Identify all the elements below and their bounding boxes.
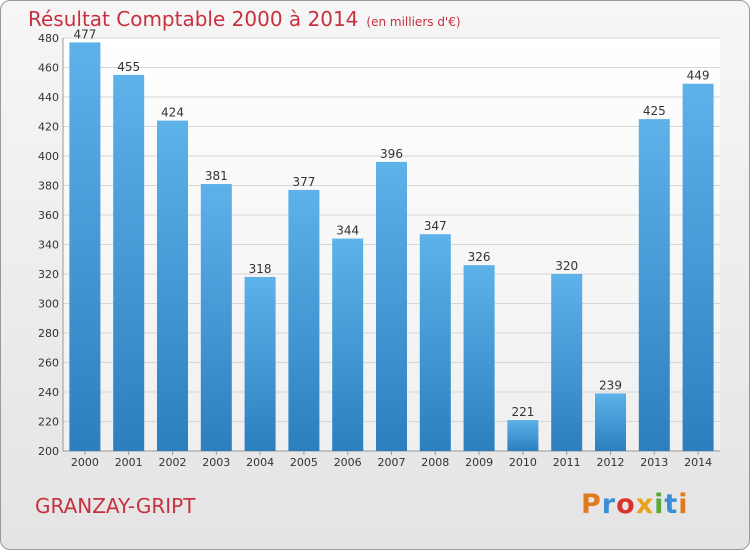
y-tick-label: 200	[38, 445, 59, 458]
value-label: 377	[292, 175, 315, 189]
y-tick-label: 320	[38, 268, 59, 281]
bar-2003	[200, 184, 232, 451]
bar-2011	[551, 274, 583, 451]
bar-2000	[69, 42, 101, 452]
x-tick-label: 2007	[378, 456, 406, 469]
proxiti-logo: Proxiti	[581, 489, 689, 520]
value-label: 318	[249, 262, 272, 276]
bar-2008	[419, 234, 451, 451]
bar-2001	[113, 74, 145, 451]
bar-2007	[376, 161, 407, 451]
y-tick-label: 280	[38, 327, 59, 340]
y-tick-label: 300	[38, 298, 59, 311]
bar-layer	[69, 42, 714, 452]
bar-2004	[244, 276, 276, 451]
city-name: GRANZAY-GRIPT	[35, 494, 196, 518]
x-tick-label: 2009	[465, 456, 493, 469]
bar-2012	[595, 393, 626, 451]
x-tick-label: 2011	[553, 456, 581, 469]
x-tick-label: 2014	[684, 456, 712, 469]
y-tick-label: 220	[38, 416, 59, 429]
value-label: 347	[424, 219, 447, 233]
bar-2005	[288, 189, 320, 452]
x-tick-label: 2006	[334, 456, 362, 469]
bar-2010	[507, 420, 539, 451]
y-tick-label: 400	[38, 150, 59, 163]
x-tick-label: 2012	[597, 456, 625, 469]
y-tick-label: 360	[38, 209, 59, 222]
value-label: 424	[161, 106, 184, 120]
value-label: 239	[599, 378, 622, 392]
value-label: 425	[643, 104, 666, 118]
y-tick-label: 380	[38, 180, 59, 193]
title-text: Résultat Comptable 2000 à 2014	[28, 7, 359, 31]
y-tick-label: 440	[38, 91, 59, 104]
value-label: 455	[117, 60, 140, 74]
value-label: 326	[468, 250, 491, 264]
bar-2006	[332, 238, 364, 451]
value-label: 449	[687, 69, 710, 83]
value-label: 320	[555, 259, 578, 273]
x-tick-label: 2010	[509, 456, 537, 469]
bar-2013	[638, 119, 670, 451]
y-tick-label: 240	[38, 386, 59, 399]
x-tick-label: 2003	[202, 456, 230, 469]
bar-2002	[157, 120, 188, 451]
label-layer: 200 220 240 260 280 300 320 340 360 380 400 420 440 4…	[38, 27, 712, 469]
value-label: 344	[336, 224, 359, 238]
x-tick-label: 2013	[640, 456, 668, 469]
y-tick-label: 460	[38, 62, 59, 75]
y-tick-label: 480	[38, 32, 59, 45]
x-tick-label: 2005	[290, 456, 318, 469]
value-label: 221	[511, 405, 534, 419]
value-label: 381	[205, 169, 228, 183]
x-tick-label: 2004	[246, 456, 274, 469]
title-unit: (en milliers d'€)	[366, 15, 461, 29]
bar-2009	[463, 265, 495, 451]
bar-2014	[682, 83, 714, 451]
y-tick-label: 340	[38, 239, 59, 252]
y-tick-label: 420	[38, 121, 59, 134]
value-label: 477	[73, 27, 96, 41]
x-tick-label: 2001	[115, 456, 143, 469]
chart-title: Résultat Comptable 2000 à 2014 (en millie…	[28, 7, 461, 31]
value-label: 396	[380, 147, 403, 161]
x-tick-label: 2000	[71, 456, 99, 469]
y-tick-label: 260	[38, 357, 59, 370]
x-tick-label: 2008	[421, 456, 449, 469]
x-tick-label: 2002	[159, 456, 187, 469]
